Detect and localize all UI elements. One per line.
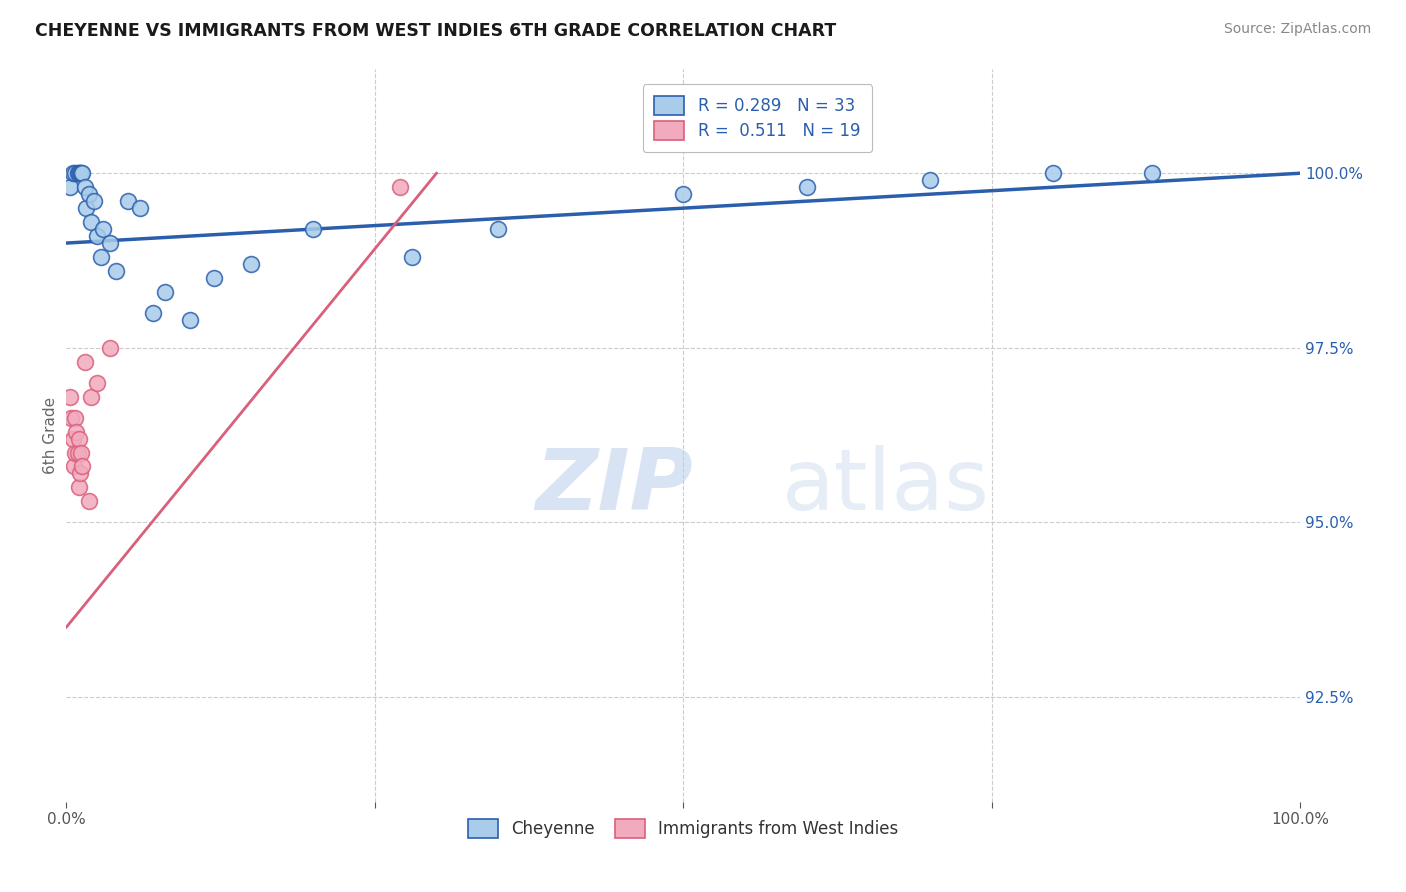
Point — [63, 410, 86, 425]
Point — [672, 187, 695, 202]
Point — [117, 194, 139, 209]
Point — [1140, 166, 1163, 180]
Point — [67, 432, 90, 446]
Point — [77, 494, 100, 508]
Text: Source: ZipAtlas.com: Source: ZipAtlas.com — [1223, 22, 1371, 37]
Point — [66, 445, 89, 459]
Point — [93, 222, 115, 236]
Point — [240, 257, 263, 271]
Point — [179, 313, 201, 327]
Point — [1042, 166, 1064, 180]
Point — [70, 445, 93, 459]
Point — [66, 166, 89, 180]
Point — [75, 201, 97, 215]
Y-axis label: 6th Grade: 6th Grade — [44, 396, 58, 474]
Text: atlas: atlas — [782, 445, 990, 528]
Text: ZIP: ZIP — [536, 445, 693, 528]
Point — [59, 390, 82, 404]
Point — [73, 180, 96, 194]
Point — [129, 201, 152, 215]
Point — [918, 173, 941, 187]
Point — [63, 445, 86, 459]
Point — [80, 390, 103, 404]
Point — [65, 425, 87, 439]
Point — [59, 180, 82, 194]
Point — [83, 194, 105, 209]
Point — [388, 180, 411, 194]
Point — [67, 480, 90, 494]
Point — [86, 376, 108, 390]
Point — [90, 250, 112, 264]
Point — [60, 410, 83, 425]
Point — [98, 341, 121, 355]
Point — [153, 285, 176, 299]
Point — [69, 166, 91, 180]
Point — [73, 355, 96, 369]
Point — [486, 222, 509, 236]
Point — [98, 235, 121, 250]
Point — [62, 166, 84, 180]
Text: CHEYENNE VS IMMIGRANTS FROM WEST INDIES 6TH GRADE CORRELATION CHART: CHEYENNE VS IMMIGRANTS FROM WEST INDIES … — [35, 22, 837, 40]
Point — [204, 271, 226, 285]
Point — [63, 459, 86, 474]
Point — [302, 222, 325, 236]
Point — [142, 306, 165, 320]
Legend: Cheyenne, Immigrants from West Indies: Cheyenne, Immigrants from West Indies — [461, 812, 905, 845]
Point — [72, 166, 94, 180]
Point — [77, 187, 100, 202]
Point — [62, 432, 84, 446]
Point — [104, 264, 127, 278]
Point — [63, 166, 86, 180]
Point — [401, 250, 423, 264]
Point — [72, 459, 94, 474]
Point — [67, 166, 90, 180]
Point — [86, 229, 108, 244]
Point — [69, 467, 91, 481]
Point — [70, 166, 93, 180]
Point — [80, 215, 103, 229]
Point — [796, 180, 818, 194]
